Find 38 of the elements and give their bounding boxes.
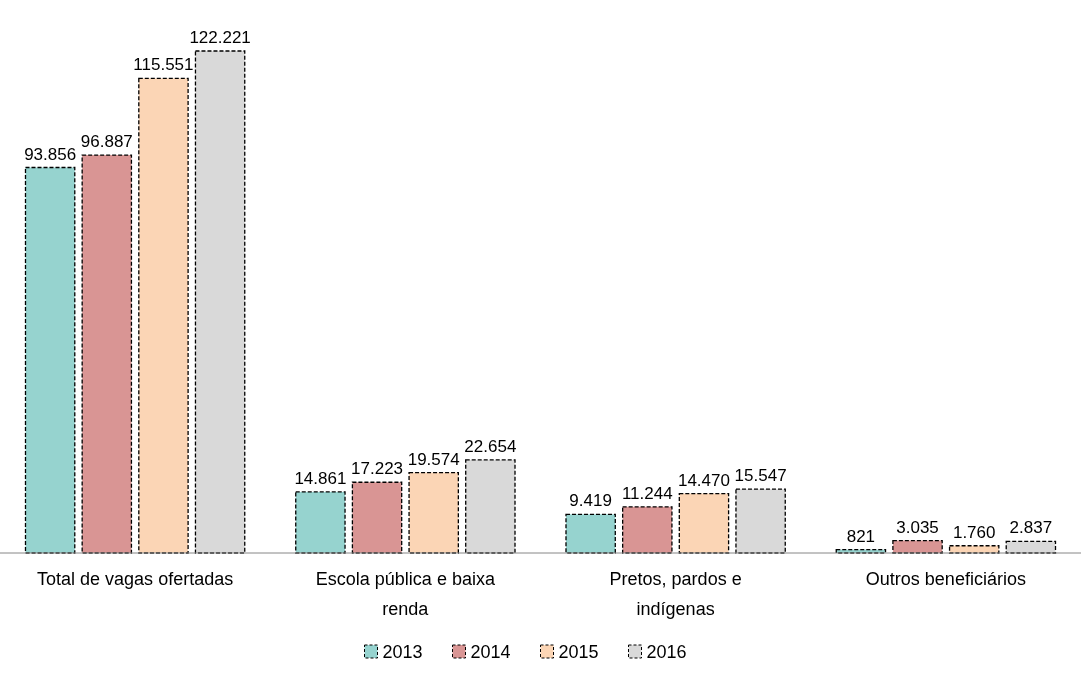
bar [351, 481, 403, 554]
bar [892, 539, 943, 554]
data-label: 14.470 [677, 470, 730, 490]
data-label: 11.244 [621, 483, 673, 503]
bar [465, 459, 516, 554]
data-label: 15.547 [734, 466, 787, 486]
bar [24, 166, 76, 554]
legend-label: 2013 [382, 642, 423, 662]
data-label: 93.856 [24, 144, 77, 164]
bar [295, 491, 346, 554]
bar [1005, 540, 1057, 554]
bar [408, 471, 459, 554]
data-label: 821 [846, 526, 876, 546]
bar [678, 492, 730, 554]
data-label: 9.419 [569, 491, 612, 511]
bar [622, 506, 673, 554]
data-label: 115.551 [133, 55, 194, 75]
data-label: 96.887 [80, 132, 133, 152]
data-label: 14.861 [294, 468, 347, 488]
data-label: 1.760 [952, 522, 996, 542]
data-label: 2.837 [1009, 518, 1053, 538]
x-tick-label: Escola pública e baixa renda [315, 569, 496, 619]
legend-label: 2016 [646, 642, 687, 662]
bar [81, 154, 133, 554]
legend-label: 2015 [558, 642, 599, 662]
bar [735, 488, 786, 554]
x-tick-label: Outros beneficiários [865, 569, 1026, 589]
bar [565, 513, 616, 554]
x-tick-label: Total de vagas ofertadas [37, 569, 234, 589]
data-label: 22.654 [464, 436, 517, 456]
data-label: 17.223 [351, 459, 404, 479]
bar [194, 50, 246, 554]
data-label: 3.035 [896, 517, 939, 537]
data-label: 19.574 [407, 449, 460, 469]
bar [138, 77, 189, 554]
x-tick-label: Pretos, pardos e indígenas [609, 569, 742, 619]
legend-label: 2014 [470, 642, 511, 662]
data-label: 122.221 [189, 28, 251, 47]
